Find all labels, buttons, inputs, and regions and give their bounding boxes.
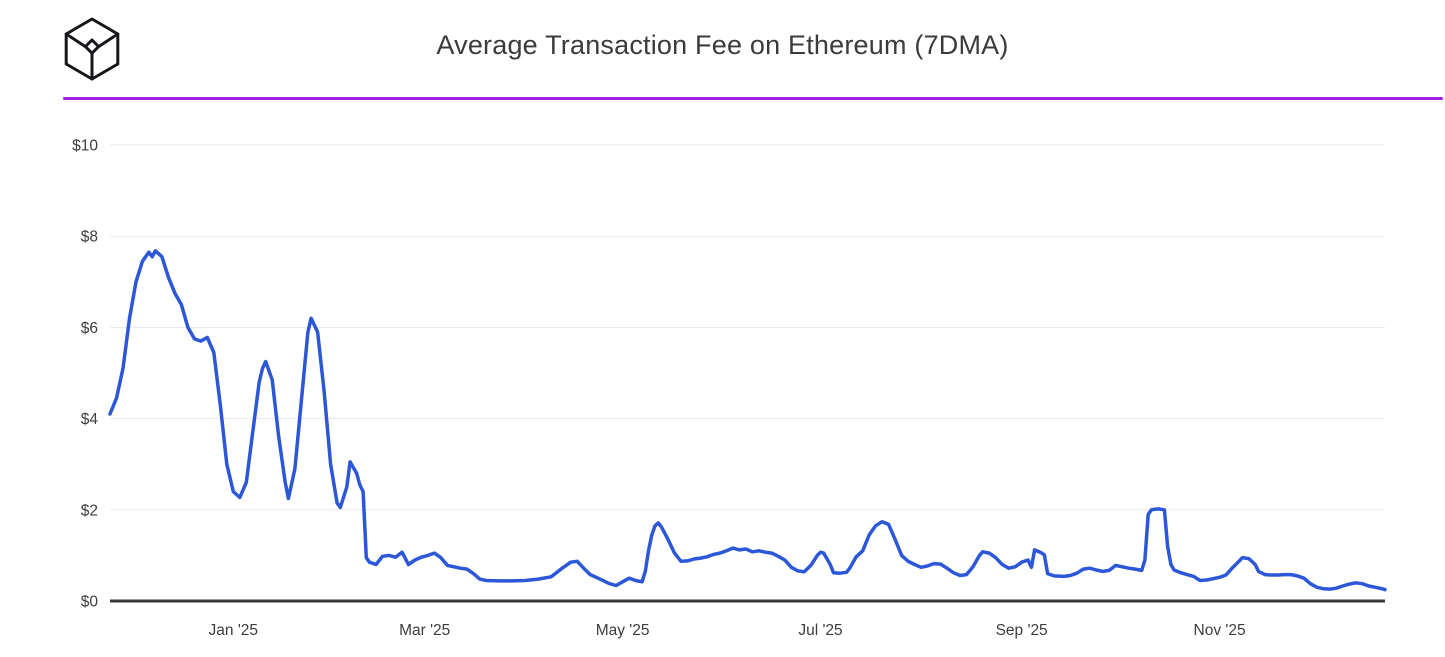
page-title: Average Transaction Fee on Ethereum (7DM… — [436, 30, 1009, 60]
y-tick-label: $8 — [81, 229, 98, 246]
x-tick-label: Nov '25 — [1194, 622, 1246, 639]
y-tick-label: $0 — [81, 594, 99, 611]
x-tick-label: May '25 — [596, 622, 650, 639]
wireframe-cube-logo-icon — [64, 17, 120, 81]
header-accent-rule — [63, 97, 1443, 100]
y-tick-label: $4 — [81, 411, 99, 428]
x-tick-label: Jan '25 — [209, 622, 259, 639]
y-tick-label: $2 — [81, 502, 98, 519]
y-tick-label: $10 — [72, 138, 98, 155]
x-tick-label: Mar '25 — [399, 622, 450, 639]
chart-header: Average Transaction Fee on Ethereum (7DM… — [0, 0, 1445, 110]
fee-series-line — [108, 249, 1387, 592]
x-tick-label: Sep '25 — [996, 622, 1048, 639]
y-tick-label: $6 — [81, 320, 98, 337]
x-tick-label: Jul '25 — [798, 622, 842, 639]
